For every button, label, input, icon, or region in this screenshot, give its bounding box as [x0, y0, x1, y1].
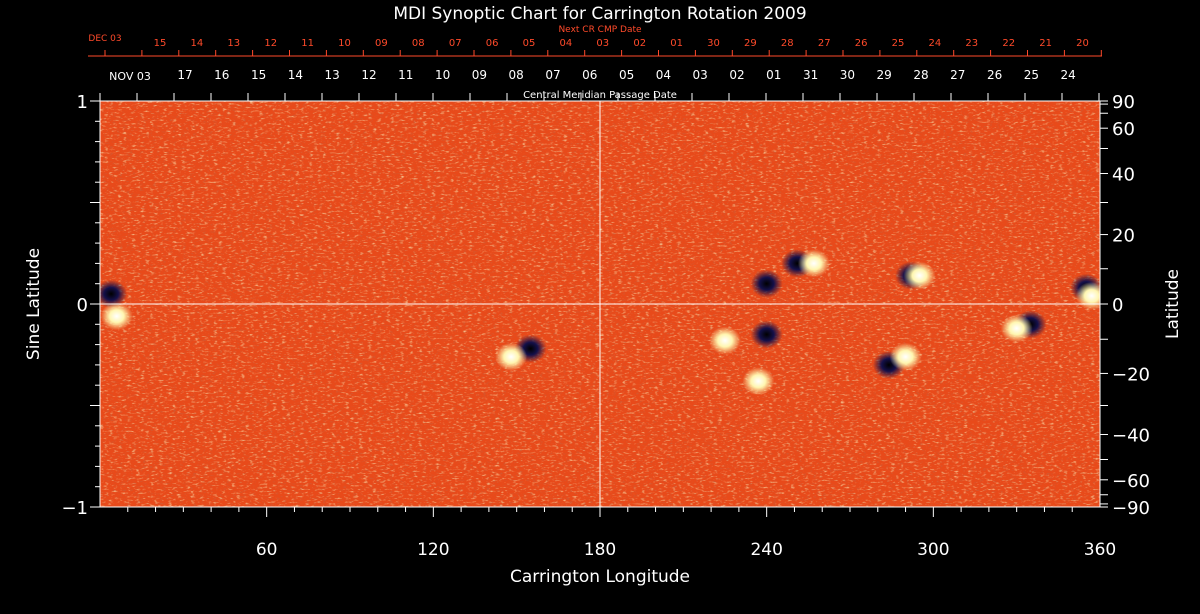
x-tick-label: 360: [1084, 540, 1116, 560]
axes-layer: 60 120 180 240 300 360 1 0 −1 90 60 40 20 0 −20 −40 −60 −…: [61, 92, 1150, 560]
y-axis-right-title: Latitude: [1163, 269, 1183, 339]
cmp-day-label: 08: [509, 68, 524, 82]
next-cr-day-label: 23: [965, 38, 978, 49]
next-cr-day-label: 11: [301, 38, 314, 49]
next-cr-day-label: 08: [412, 38, 425, 49]
active-region-positive: [709, 326, 741, 355]
active-region-positive: [903, 261, 936, 290]
x-tick-label: 120: [417, 540, 449, 560]
y-right-tick-label: −40: [1112, 425, 1150, 446]
next-cr-cmp-label: Next CR CMP Date: [558, 25, 642, 35]
cmp-day-label: 14: [288, 68, 303, 82]
cmp-day-label: 29: [877, 68, 892, 82]
active-region-positive: [889, 342, 922, 371]
y-right-tick-label: 40: [1112, 165, 1135, 186]
y-left-tick-label: −1: [61, 498, 88, 519]
chart-title: MDI Synoptic Chart for Carrington Rotati…: [393, 4, 806, 24]
y-axis-left-title: Sine Latitude: [24, 248, 44, 360]
next-cr-day-label: 10: [338, 38, 351, 49]
x-axis-title: Carrington Longitude: [510, 567, 690, 587]
next-cr-day-label: 13: [227, 38, 240, 49]
cmp-day-label: 10: [435, 68, 450, 82]
cmp-day-label: 28: [913, 68, 928, 82]
y-right-tick-label: −90: [1112, 498, 1150, 519]
next-cr-day-label: 09: [375, 38, 388, 49]
cmp-day-label: 04: [656, 68, 671, 82]
cmp-day-label: 24: [1061, 68, 1076, 82]
cmp-axis-label: Central Meridian Passage Date: [523, 90, 677, 101]
y-right-tick-label: 0: [1112, 295, 1123, 316]
next-cr-day-label: 02: [633, 38, 646, 49]
next-cr-day-label: 30: [707, 38, 720, 49]
next-cr-day-label: 26: [855, 38, 868, 49]
next-cr-day-label: 07: [449, 38, 462, 49]
next-cr-day-label: 03: [596, 38, 609, 49]
cmp-day-label: 11: [398, 68, 413, 82]
active-region-negative: [750, 320, 783, 349]
next-cr-day-label: 06: [486, 38, 499, 49]
cmp-day-label: 07: [545, 68, 560, 82]
x-tick-label: 240: [750, 540, 782, 560]
cmp-day-label: 27: [950, 68, 965, 82]
active-region-positive: [742, 367, 775, 396]
y-right-tick-label: 20: [1112, 226, 1135, 247]
next-cr-day-label: 28: [781, 38, 794, 49]
x-tick-label: 60: [256, 540, 278, 560]
y-right-tick-label: −20: [1112, 364, 1150, 385]
x-tick-label: 180: [584, 540, 616, 560]
cmp-start-label: NOV 03: [109, 70, 151, 83]
next-cr-day-label: 22: [1002, 38, 1015, 49]
y-right-tick-label: 90: [1112, 92, 1135, 113]
next-cr-cmp-axis: Next CR CMP Date DEC 03 15 14 13 12 11 10 09 08…: [88, 25, 1102, 57]
cmp-day-label: 25: [1024, 68, 1039, 82]
cmp-day-label: 30: [840, 68, 855, 82]
active-region-negative: [750, 269, 783, 298]
cmp-day-label: 17: [177, 68, 192, 82]
y-left-tick-label: 0: [77, 295, 88, 316]
cmp-day-label: 02: [729, 68, 744, 82]
cmp-day-label: 13: [325, 68, 340, 82]
cmp-day-label: 06: [582, 68, 597, 82]
y-left-tick-label: 1: [77, 92, 88, 113]
next-cr-start-label: DEC 03: [88, 34, 121, 44]
next-cr-day-label: 15: [154, 38, 167, 49]
active-region-positive: [1000, 314, 1033, 343]
next-cr-day-label: 12: [264, 38, 277, 49]
active-regions-layer: [100, 249, 1100, 396]
cmp-day-label: 01: [766, 68, 781, 82]
next-cr-day-label: 14: [191, 38, 204, 49]
active-region-positive: [495, 342, 528, 371]
cmp-day-label: 26: [987, 68, 1002, 82]
y-right-tick-label: −60: [1112, 471, 1150, 492]
cmp-day-label: 31: [803, 68, 818, 82]
next-cr-day-label: 21: [1039, 38, 1052, 49]
cmp-day-label: 05: [619, 68, 634, 82]
next-cr-day-label: 05: [523, 38, 536, 49]
next-cr-day-label: 27: [818, 38, 831, 49]
next-cr-day-label: 20: [1076, 38, 1089, 49]
y-right-tick-label: 60: [1112, 119, 1135, 140]
next-cr-day-label: 04: [560, 38, 573, 49]
x-tick-label: 300: [917, 540, 949, 560]
next-cr-day-label: 29: [744, 38, 757, 49]
cmp-day-label: 12: [361, 68, 376, 82]
cmp-day-label: 16: [214, 68, 229, 82]
active-region-positive: [797, 249, 830, 278]
next-cr-day-label: 01: [670, 38, 683, 49]
active-region-positive: [1075, 281, 1100, 310]
cmp-day-label: 03: [693, 68, 708, 82]
cmp-day-label: 15: [251, 68, 266, 82]
next-cr-day-label: 25: [892, 38, 905, 49]
active-region-negative: [100, 279, 128, 308]
next-cr-day-label: 24: [929, 38, 942, 49]
cmp-day-label: 09: [472, 68, 487, 82]
active-region-positive: [100, 302, 133, 331]
cmp-date-axis: NOV 03 Central Meridian Passage Date 17 1…: [99, 68, 1100, 101]
